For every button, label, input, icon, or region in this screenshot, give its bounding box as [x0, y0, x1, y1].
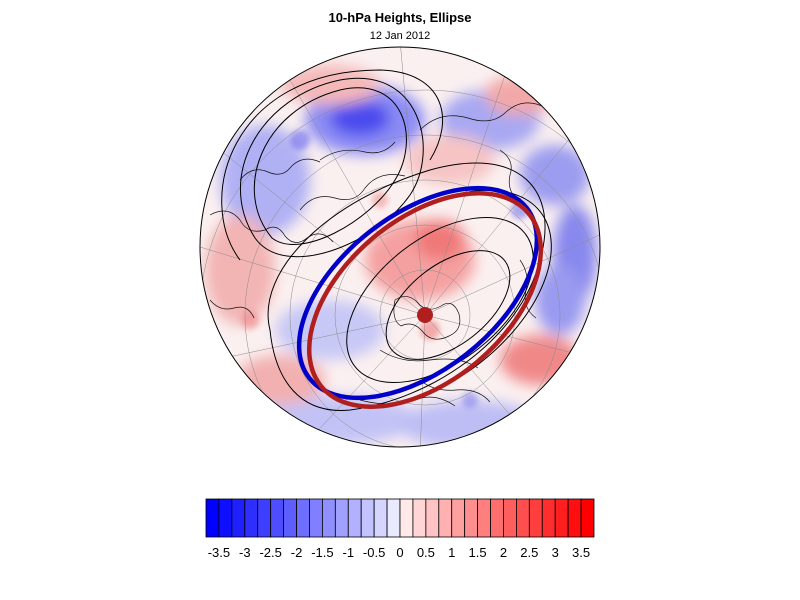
colorbar-tick-label: 1.5: [469, 545, 487, 560]
vortex-ellipse-red: [306, 191, 544, 409]
polar-map: [199, 46, 601, 448]
colorbar-tick-label: 0: [396, 545, 403, 560]
colorbar-bin: [425, 498, 440, 538]
colorbar-bin: [554, 498, 569, 538]
colorbar-bin: [399, 498, 414, 538]
colorbar-bin: [477, 498, 491, 538]
colorbar-bin: [244, 498, 259, 538]
map-boundary: [199, 46, 601, 448]
colorbar-bin: [490, 498, 504, 538]
colorbar-tick-label: -3.5: [208, 545, 230, 560]
colorbar-bin: [309, 498, 323, 538]
vortex-ellipse-blue: [296, 185, 540, 401]
colorbar-bin: [567, 498, 582, 538]
colorbar-bin: [464, 498, 478, 538]
colorbar-bin: [373, 498, 388, 538]
colorbar-bin: [334, 498, 349, 538]
colorbar-bin: [296, 498, 310, 538]
colorbar-bin: [321, 498, 336, 538]
colorbar-tick-label: -2: [291, 545, 303, 560]
colorbar-bin: [516, 498, 530, 538]
graticule: [200, 47, 600, 447]
colorbar-bin: [360, 498, 375, 538]
vortex-center-dot: [417, 307, 433, 323]
colorbar-bin: [218, 498, 233, 538]
colorbar-bin: [438, 498, 453, 538]
colorbar-tick-label: 0.5: [417, 545, 435, 560]
colorbar-tick-label: 2.5: [520, 545, 538, 560]
colorbar-tick-label: -3: [239, 545, 251, 560]
colorbar-bin: [412, 498, 427, 538]
colorbar-tick-label: -0.5: [363, 545, 385, 560]
colorbar-tick-label: -1.5: [311, 545, 333, 560]
colorbar-bin: [257, 498, 272, 538]
colorbar-bin: [283, 498, 297, 538]
map-date: 12 Jan 2012: [369, 30, 431, 42]
colorbar-tick-label: 2: [500, 545, 507, 560]
colorbar-tick-label: 3.5: [572, 545, 590, 560]
colorbar-bin: [270, 498, 284, 538]
colorbar-bin: [231, 498, 246, 538]
colorbar-bins: [205, 498, 595, 538]
colorbar-bin: [347, 498, 362, 538]
colorbar-bin: [386, 498, 401, 538]
colorbar-tick-label: -2.5: [259, 545, 281, 560]
colorbar-bin: [580, 498, 595, 538]
colorbar-ticks: -3.5 -3 -2.5 -2 -1.5 -1 -0.5 0 0.5 1 1.5 2 2.5 3 3.5: [208, 545, 590, 560]
colorbar-bin: [503, 498, 517, 538]
colorbar-tick-label: 1: [448, 545, 455, 560]
colorbar-bin: [541, 498, 556, 538]
colorbar-tick-label: -1: [342, 545, 354, 560]
colorbar-tick-label: 3: [552, 545, 559, 560]
colorbar-bin: [528, 498, 543, 538]
colorbar-bin: [205, 498, 220, 538]
colorbar-bin: [451, 498, 466, 538]
height-contours: [221, 69, 552, 411]
map-title: 10-hPa Heights, Ellipse: [328, 10, 472, 25]
